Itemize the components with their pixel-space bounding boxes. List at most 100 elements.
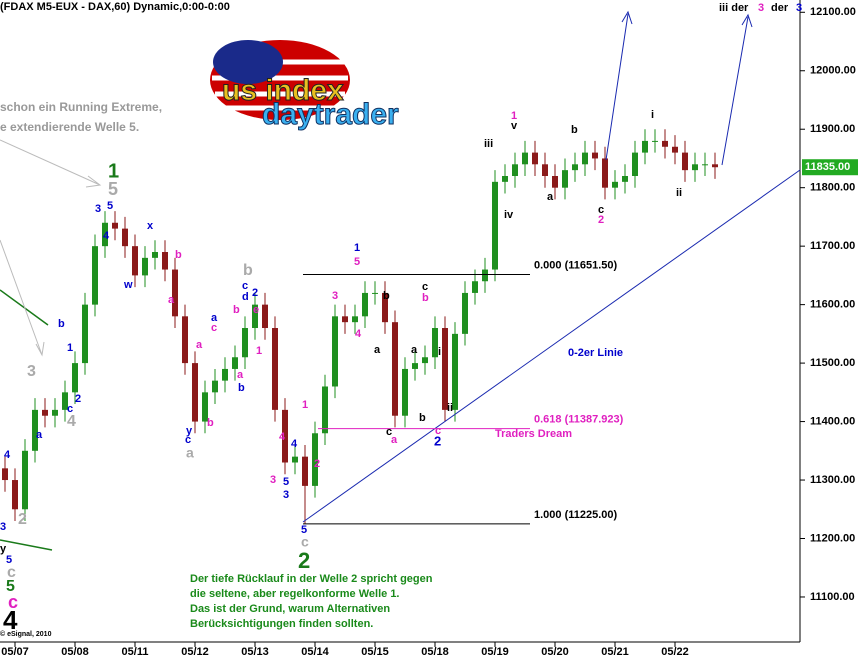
candle-body (372, 292, 378, 294)
x-tick-label: 05/08 (61, 646, 89, 658)
candle-body (42, 409, 48, 416)
logo-line2: daytrader (262, 98, 399, 131)
wave-label: 1 (354, 242, 360, 254)
wave-label: 5 (6, 554, 12, 566)
wave-label: c (598, 204, 604, 216)
candle-body (192, 363, 198, 422)
candle-body (172, 269, 178, 317)
candle-body (352, 316, 358, 323)
wave-label: a (186, 445, 194, 461)
candle-body (582, 152, 588, 165)
wave-label: 2 (314, 458, 320, 470)
gray-arrows (0, 139, 102, 357)
y-tick-label: 12100.00 (810, 6, 856, 18)
candle-body (402, 368, 408, 416)
y-tick-label: 11100.00 (810, 591, 855, 603)
candle-body (282, 409, 288, 463)
candle-body (472, 281, 478, 293)
wave-label: e (253, 304, 259, 316)
note-line: die seltene, aber regelkonforme Welle 1. (190, 588, 400, 600)
candle-body (612, 181, 618, 188)
candle-body (32, 409, 38, 451)
candle-body (432, 328, 438, 358)
candle-body (632, 152, 638, 176)
wave-label: a (237, 369, 244, 381)
x-tick-label: 05/20 (541, 646, 569, 658)
chart-title: (FDAX M5-EUX - DAX,60) Dynamic,0:00-0:00 (0, 1, 230, 13)
candle-body (702, 164, 708, 166)
y-tick-label: 11900.00 (810, 123, 855, 135)
candle-body (542, 164, 548, 176)
wave-label: 4 (103, 230, 110, 242)
candle-body (92, 246, 98, 305)
wave-label: 4 (3, 605, 18, 635)
wave-label: iv (504, 209, 514, 221)
wave-label: b (175, 249, 182, 261)
fib-label: 1.000 (11225.00) (534, 509, 618, 521)
candle-body (52, 409, 58, 416)
candle-body (232, 357, 238, 369)
wave-label: d (242, 291, 249, 303)
wave-label: 3 (283, 489, 289, 501)
candle-body (392, 322, 398, 416)
candle-body (662, 140, 668, 147)
wave-label: 5 (301, 524, 307, 536)
wave-label: ii (676, 187, 682, 199)
x-tick-label: 05/19 (481, 646, 509, 658)
wave-label: c (301, 534, 309, 550)
wave-label: Traders Dream (495, 428, 572, 440)
candle-body (322, 386, 328, 434)
candle-body (292, 456, 298, 463)
wave-label: a (36, 429, 43, 441)
wave-label: 4 (4, 449, 11, 461)
candle-body (332, 316, 338, 387)
x-tick-label: 05/14 (301, 646, 329, 658)
wave-label: c (67, 403, 73, 415)
candle-body (12, 480, 18, 510)
wave-label: b (419, 412, 426, 424)
note-line: Der tiefe Rücklauf in der Welle 2 sprich… (190, 573, 433, 585)
candle-body (132, 246, 138, 276)
wave-label: 5 (108, 179, 118, 199)
wave-label: w (123, 279, 133, 291)
logo-line1: us index (222, 74, 344, 107)
candle-body (482, 269, 488, 282)
wave-label: 1 (302, 399, 308, 411)
candle-body (102, 222, 108, 247)
wave-label: 2 (298, 548, 310, 573)
candle-body (62, 392, 68, 410)
wave-label: b (58, 318, 65, 330)
candle-body (72, 363, 78, 393)
y-tick-label: 11200.00 (810, 532, 855, 544)
wave-label: 5 (107, 200, 113, 212)
wave-label: 2 (434, 433, 441, 448)
wave-label: 1 (256, 345, 262, 357)
wave-label: 5 (6, 578, 15, 595)
wave-label: 2 (18, 511, 27, 528)
candle-body (272, 328, 278, 410)
wave-label: b (243, 262, 253, 279)
candle-body (712, 164, 718, 168)
wave-label: x (147, 220, 154, 232)
candle-body (572, 164, 578, 171)
candle-body (362, 292, 368, 317)
candle-body (82, 304, 88, 364)
candle-body (512, 164, 518, 176)
wave-label: 1 (511, 110, 517, 122)
candle-body (622, 175, 628, 182)
candle-body (222, 368, 228, 381)
wave-label: 1 (108, 160, 119, 182)
wave-label: a (391, 434, 398, 446)
wave-label: a (168, 294, 175, 306)
last-price-label: 11835.00 (805, 161, 850, 173)
candle-body (262, 304, 268, 329)
wave-label: b (422, 292, 429, 304)
wave-label: a (411, 344, 418, 356)
candle-body (552, 175, 558, 188)
wave-label: a (547, 191, 554, 203)
wave-label: iii der (719, 2, 749, 14)
wave-label: 3 (270, 474, 276, 486)
wave-label: i (438, 346, 441, 358)
